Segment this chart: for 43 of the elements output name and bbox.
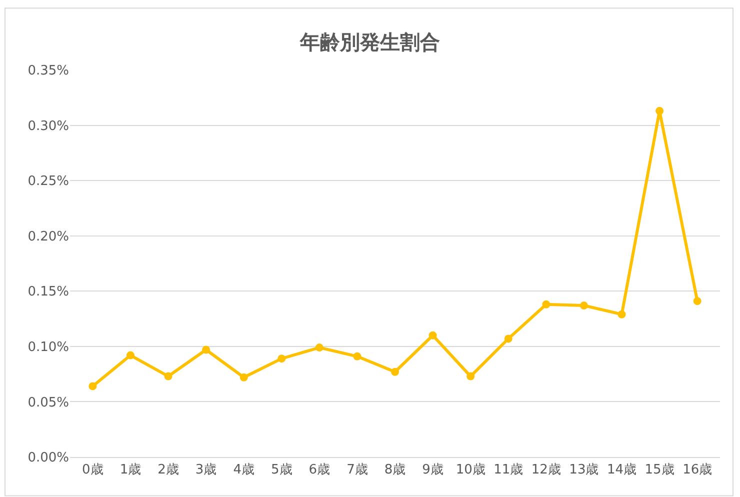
point — [618, 310, 626, 318]
point — [202, 346, 210, 354]
x-tick-label: 15歳 — [644, 462, 674, 478]
point — [428, 331, 437, 340]
point — [693, 297, 702, 306]
x-tick-label: 9歳 — [422, 462, 444, 478]
x-tick-label: 14歳 — [606, 462, 637, 478]
y-tick-label: 0.35% — [28, 64, 69, 79]
y-tick-label: 0.20% — [28, 229, 69, 244]
x-tick-label: 4歳 — [233, 462, 254, 478]
x-tick-label: 12歳 — [531, 462, 561, 478]
point — [126, 351, 134, 360]
y-tick-label: 0.30% — [28, 118, 69, 134]
point — [656, 106, 664, 115]
x-tick-label: 5歳 — [270, 462, 292, 478]
x-tick-label: 13歳 — [569, 462, 599, 478]
point — [240, 373, 248, 382]
point — [164, 372, 172, 380]
point — [504, 334, 512, 343]
x-tick-label: 10歳 — [456, 462, 486, 478]
y-tick-label: 0.10% — [28, 340, 69, 355]
x-tick-label: 7歳 — [346, 462, 368, 478]
x-tick-label: 0歳 — [82, 462, 104, 478]
x-tick-label: 3歳 — [195, 462, 217, 478]
point — [391, 368, 399, 376]
y-tick-label: 0.15% — [28, 284, 69, 300]
point — [542, 300, 550, 308]
x-tick-label: 11歳 — [494, 462, 524, 478]
chart-title: 年齢別発生割合 — [299, 30, 440, 54]
point — [88, 382, 97, 390]
point — [580, 302, 588, 310]
x-tick-label: 6歳 — [308, 462, 330, 478]
point — [466, 372, 475, 380]
x-tick-label: 2歳 — [158, 462, 179, 478]
y-tick-label: 0.25% — [28, 174, 69, 190]
x-tick-label: 16歳 — [682, 462, 712, 478]
point — [353, 352, 362, 360]
x-tick-label: 1歳 — [120, 462, 142, 478]
point — [315, 344, 324, 352]
point — [278, 354, 286, 363]
x-tick-label: 8歳 — [384, 462, 406, 478]
y-tick-label: 0.00% — [28, 450, 69, 466]
y-tick-label: 0.05% — [28, 395, 69, 410]
